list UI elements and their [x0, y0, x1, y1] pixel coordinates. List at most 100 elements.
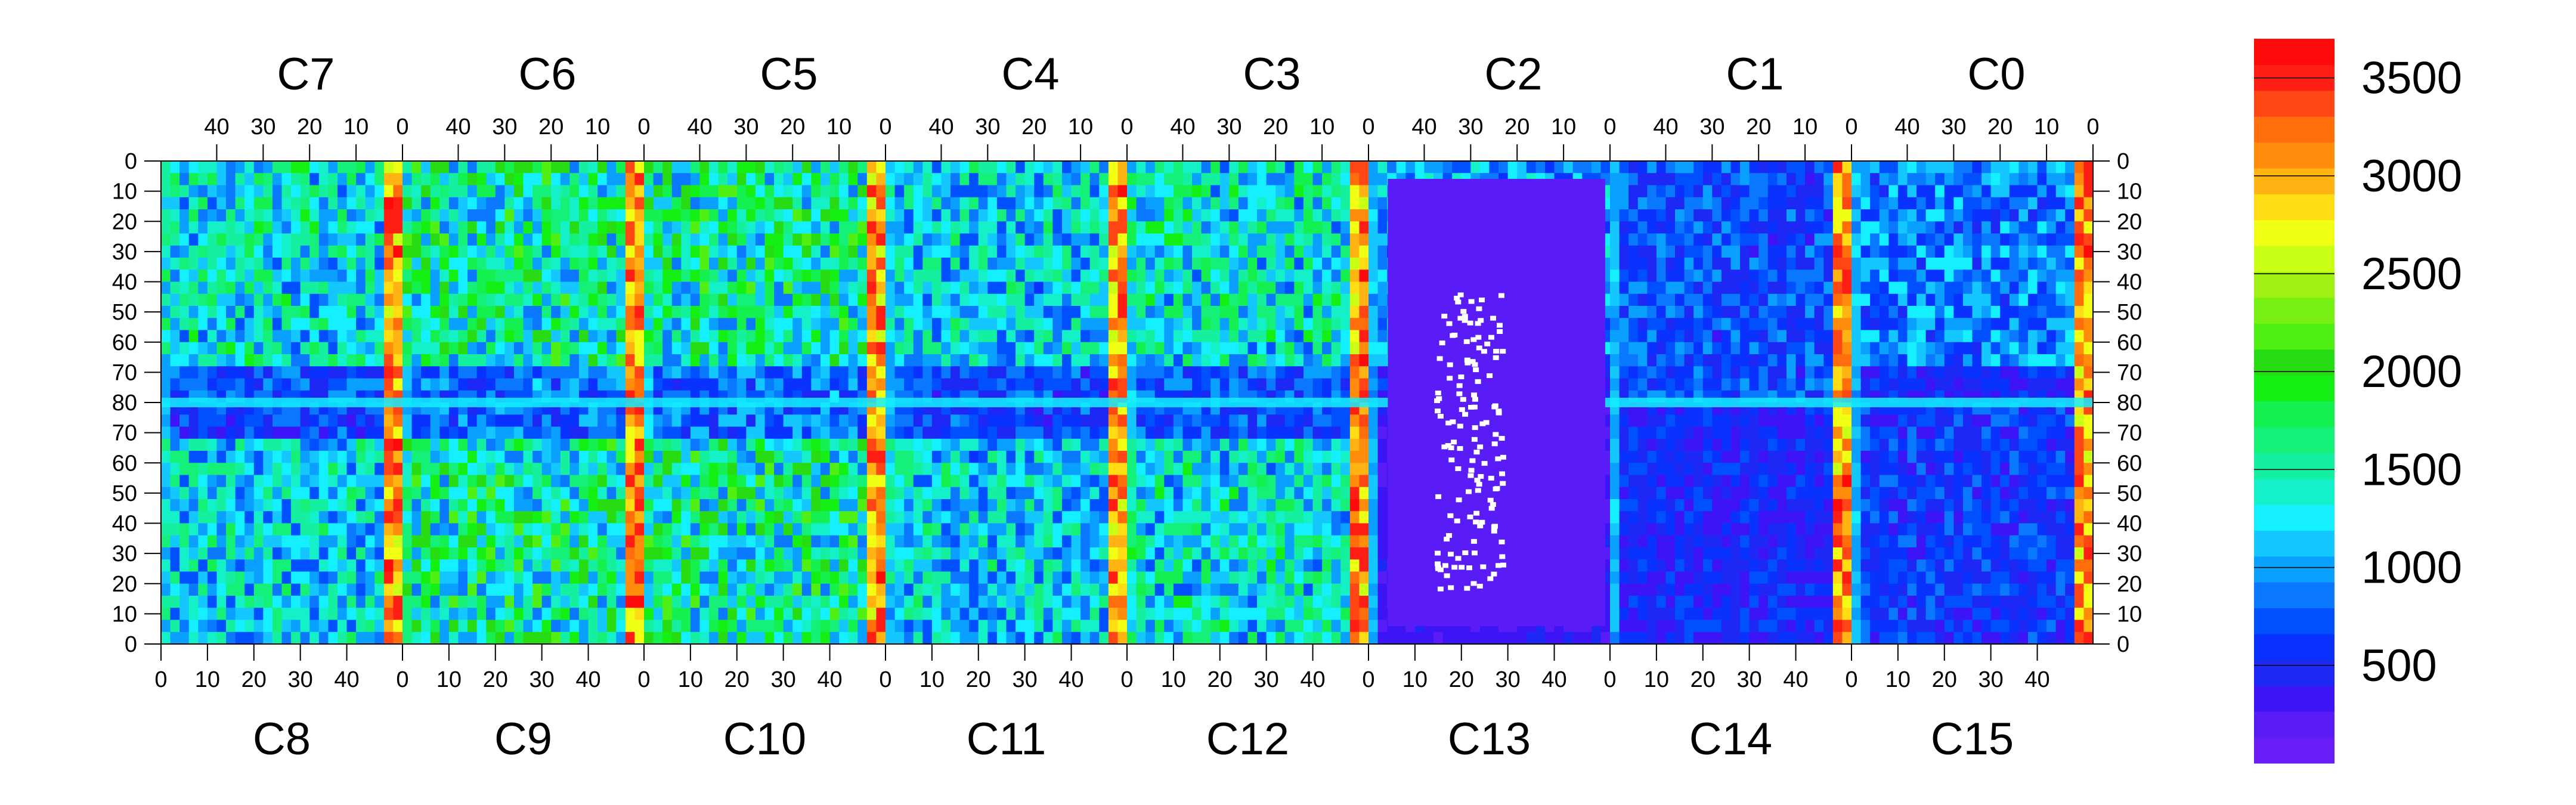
heat-cell	[2055, 209, 2066, 222]
heat-cell	[1322, 185, 1332, 198]
heat-cell	[1702, 161, 1713, 174]
heat-cell	[1935, 366, 1945, 379]
heat-cell	[495, 608, 505, 621]
heat-cell	[718, 173, 728, 186]
heat-cell	[2046, 197, 2057, 210]
heat-cell	[1962, 173, 1973, 186]
heat-cell	[1127, 342, 1137, 355]
heat-cell	[1823, 258, 1834, 270]
heat-cell	[1972, 306, 1982, 318]
heat-cell	[439, 438, 450, 451]
heat-cell	[2027, 330, 2038, 343]
heat-cell	[1145, 378, 1156, 391]
heat-cell	[523, 463, 533, 476]
heat-cell	[1628, 185, 1639, 198]
heat-cell	[1795, 270, 1806, 283]
heat-cell	[430, 161, 440, 174]
heat-cell	[1238, 281, 1249, 295]
heat-cell	[467, 209, 478, 222]
heat-cell	[820, 366, 831, 379]
heat-cell	[1238, 306, 1249, 318]
heat-cell	[597, 221, 608, 234]
heat-cell	[1712, 245, 1722, 258]
heat-cell	[1860, 221, 1871, 234]
heat-cell	[1684, 342, 1694, 355]
heat-cell	[170, 281, 180, 295]
heat-cell	[532, 306, 543, 318]
heat-cell	[1860, 293, 1871, 306]
heat-cell	[486, 270, 496, 283]
heat-cell	[291, 233, 301, 246]
heat-cell	[188, 631, 199, 645]
heat-cell	[634, 245, 645, 258]
heat-cell	[2083, 378, 2094, 391]
heat-cell	[1071, 233, 1081, 246]
heat-cell	[448, 221, 459, 234]
heat-cell	[941, 318, 951, 331]
heat-cell	[235, 221, 245, 234]
heat-cell	[1052, 161, 1063, 174]
heat-cell	[1777, 197, 1787, 210]
heat-cell	[1879, 185, 1889, 198]
heat-cell	[365, 426, 375, 439]
heat-cell	[476, 185, 487, 198]
heat-cell	[1108, 258, 1119, 270]
heat-cell	[411, 306, 422, 318]
heat-cell	[1972, 293, 1982, 306]
heat-cell	[755, 354, 766, 367]
heat-cell	[309, 414, 320, 428]
heat-cell	[421, 293, 431, 306]
heat-cell	[894, 161, 905, 174]
heat-cell	[1257, 209, 1267, 222]
heat-cell	[1693, 233, 1704, 246]
heat-cell	[1647, 342, 1657, 355]
heat-cell	[421, 281, 431, 295]
heat-cell	[439, 475, 450, 488]
heat-cell	[690, 330, 701, 343]
heat-cell	[1721, 342, 1732, 355]
heat-cell	[253, 414, 264, 428]
heat-cell	[820, 306, 831, 318]
heat-cell	[374, 475, 385, 488]
heat-cell	[1721, 258, 1732, 270]
heat-cell	[1219, 306, 1230, 318]
heat-cell	[588, 354, 598, 367]
heat-cell	[1888, 161, 1899, 174]
heat-cell	[681, 342, 691, 355]
heat-cell	[1842, 173, 1852, 186]
heat-cell	[179, 596, 190, 608]
heat-cell	[746, 209, 756, 222]
heat-cell	[198, 426, 208, 439]
heat-cell	[1610, 366, 1620, 379]
heat-cell	[1684, 185, 1694, 198]
heat-cell	[1786, 209, 1797, 222]
heat-cell	[699, 221, 710, 234]
heat-cell	[866, 161, 877, 174]
heat-cell	[1089, 245, 1100, 258]
heat-cell	[1684, 354, 1694, 367]
heat-cell	[913, 366, 923, 379]
heat-cell	[1192, 197, 1202, 210]
heat-cell	[2037, 366, 2047, 379]
heat-cell	[1870, 173, 1880, 186]
heat-cell	[300, 451, 310, 463]
heat-cell	[792, 221, 803, 234]
heat-cell	[263, 426, 273, 439]
heat-cell	[486, 161, 496, 174]
heat-cell	[1935, 185, 1945, 198]
heat-cell	[1238, 258, 1249, 270]
heat-cell	[1340, 197, 1351, 210]
heat-cell	[439, 197, 450, 210]
heat-cell	[1312, 318, 1323, 331]
heat-cell	[857, 221, 868, 234]
heat-cell	[894, 281, 905, 295]
heat-cell	[820, 209, 831, 222]
heat-cell	[597, 233, 608, 246]
heat-cell	[671, 221, 682, 234]
heat-cell	[263, 258, 273, 270]
heat-cell	[1284, 342, 1295, 355]
heat-cell	[356, 499, 366, 512]
heat-cell	[662, 306, 673, 318]
heat-cell	[886, 245, 896, 258]
heat-cell	[253, 354, 264, 367]
